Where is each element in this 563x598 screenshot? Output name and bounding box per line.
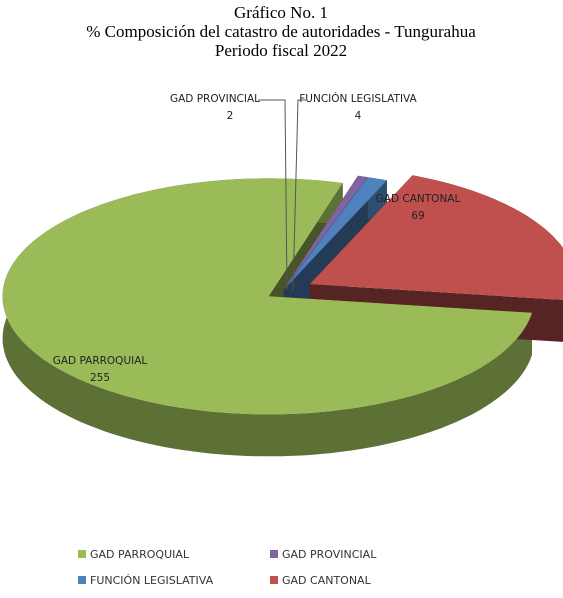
- legend-swatch: [78, 576, 86, 584]
- legend-swatch: [270, 576, 278, 584]
- slice: [283, 175, 368, 290]
- legend-label: GAD CANTONAL: [282, 574, 372, 587]
- data-label: FUNCIÓN LEGISLATIVA: [299, 92, 417, 105]
- slice: [284, 177, 387, 290]
- data-label: GAD PROVINCIAL: [170, 93, 260, 105]
- data-label: GAD CANTONAL: [376, 193, 461, 205]
- data-label: GAD PARROQUIAL: [53, 355, 148, 367]
- chart-title: Periodo fiscal 2022: [215, 41, 347, 60]
- legend-label: GAD PARROQUIAL: [90, 548, 190, 561]
- chart-title: % Composición del catastro de autoridade…: [86, 22, 476, 41]
- leader-line: [258, 99, 288, 291]
- data-label: 2: [227, 110, 234, 122]
- slice: [2, 178, 533, 415]
- legend-label: GAD PROVINCIAL: [282, 548, 377, 561]
- data-label: 69: [411, 210, 424, 222]
- data-label: 4: [355, 110, 362, 122]
- data-label: 255: [90, 372, 110, 384]
- slice: [309, 175, 563, 300]
- chart-title: Gráfico No. 1: [234, 3, 328, 22]
- leader-line: [292, 99, 306, 291]
- legend-label: FUNCIÓN LEGISLATIVA: [90, 574, 214, 587]
- legend-swatch: [78, 550, 86, 558]
- legend-swatch: [270, 550, 278, 558]
